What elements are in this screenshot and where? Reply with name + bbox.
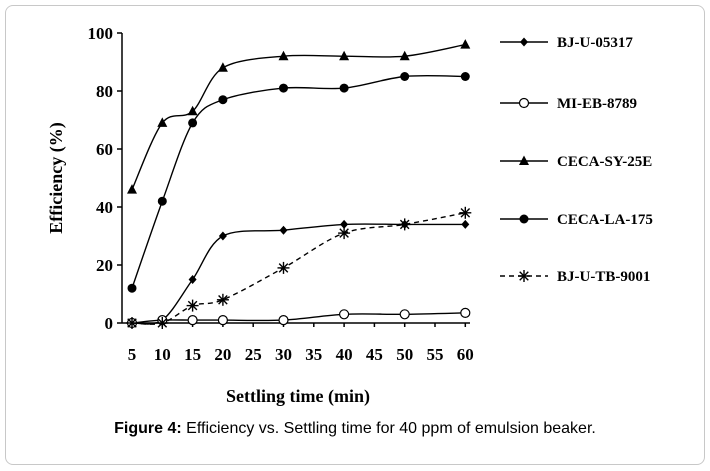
data-point <box>338 227 351 240</box>
legend-item-bj-u-05317: BJ-U-05317 <box>500 35 633 51</box>
series-ceca-la-175 <box>127 72 470 293</box>
legend-label: CECA-LA-175 <box>557 212 653 228</box>
x-tick-label: 55 <box>427 345 444 364</box>
legend-item-ceca-la-175: CECA-LA-175 <box>500 212 653 228</box>
data-point <box>519 155 529 165</box>
series-line <box>131 74 466 289</box>
legend-label: MI-EB-8789 <box>557 96 637 112</box>
series-ceca-sy-25e <box>127 39 471 194</box>
data-point <box>127 184 137 194</box>
data-point <box>340 219 349 229</box>
data-point <box>278 315 289 326</box>
data-point <box>187 315 198 326</box>
series-line <box>131 223 466 325</box>
y-tick-label: 80 <box>96 82 113 101</box>
data-point <box>518 97 530 109</box>
y-tick-label: 20 <box>96 256 113 275</box>
data-point <box>518 270 530 282</box>
data-point <box>400 72 410 81</box>
asterisk-stroke <box>519 271 529 281</box>
data-point <box>399 50 410 61</box>
legend-label: CECA-SY-25E <box>557 154 652 170</box>
asterisk-stroke <box>339 228 349 238</box>
series-line <box>131 43 466 190</box>
data-point <box>278 50 289 61</box>
figure-caption: Figure 4: Efficiency vs. Settling time f… <box>0 420 710 438</box>
data-point <box>339 83 349 93</box>
data-point <box>460 72 470 81</box>
data-point <box>186 299 199 312</box>
x-axis-title: Settling time (min) <box>226 386 370 407</box>
legend-item-mi-eb-8789: MI-EB-8789 <box>500 96 637 112</box>
asterisk-stroke <box>127 318 137 328</box>
y-axis-title: Efficiency (%) <box>46 122 67 233</box>
x-tick-label: 35 <box>305 345 322 364</box>
data-point <box>188 118 198 128</box>
data-point <box>218 95 228 105</box>
x-tick-label: 60 <box>457 345 474 364</box>
y-tick-label: 0 <box>105 314 114 333</box>
x-tick-label: 45 <box>366 345 383 364</box>
data-point <box>339 50 350 61</box>
series-bj-u-tb-9001 <box>126 206 472 329</box>
y-tick-label: 100 <box>88 24 114 43</box>
series-line <box>131 312 466 324</box>
data-point <box>279 225 288 235</box>
series-bj-u-05317 <box>128 219 470 328</box>
asterisk-stroke <box>278 263 289 273</box>
data-point <box>398 218 411 231</box>
series-line <box>131 212 466 325</box>
legend: BJ-U-05317 MI-EB-8789 CECA-SY-25E CECA-LA-1… <box>500 35 653 285</box>
data-point <box>217 62 228 72</box>
x-tick-label: 40 <box>336 345 353 364</box>
x-tick-label: 5 <box>128 345 137 364</box>
axes: 0 20 40 60 80 100 5 10 15 20 25 30 35 40 45 50 55 60 <box>88 24 474 364</box>
caption-text: Efficiency vs. Settling time for 40 ppm … <box>181 420 596 437</box>
data-point <box>519 214 529 224</box>
asterisk-stroke <box>187 300 198 311</box>
data-point <box>399 309 410 320</box>
data-point <box>216 293 229 306</box>
data-point <box>277 261 290 274</box>
data-point <box>460 307 471 318</box>
legend-label: BJ-U-05317 <box>557 35 633 51</box>
x-tick-label: 30 <box>275 345 292 364</box>
asterisk-stroke <box>218 295 228 305</box>
data-point <box>188 275 197 284</box>
data-point <box>157 117 168 127</box>
data-point <box>339 309 350 320</box>
asterisk-stroke <box>460 208 471 218</box>
data-point <box>157 196 167 206</box>
data-point <box>156 317 169 329</box>
data-point <box>127 283 137 293</box>
data-point <box>461 219 470 229</box>
y-tick-label: 60 <box>96 140 113 159</box>
x-tick-label: 50 <box>396 345 413 364</box>
asterisk-stroke <box>157 318 168 328</box>
legend-item-bj-u-tb-9001: BJ-U-TB-9001 <box>500 269 650 285</box>
series-mi-eb-8789 <box>126 307 471 329</box>
series-group <box>126 39 472 329</box>
data-point <box>520 37 528 47</box>
x-tick-label: 10 <box>154 345 171 364</box>
legend-item-ceca-sy-25e: CECA-SY-25E <box>500 154 652 170</box>
data-point <box>460 39 471 49</box>
data-point <box>126 317 138 329</box>
x-tick-label: 20 <box>214 345 231 364</box>
x-tick-label: 15 <box>184 345 201 364</box>
data-point <box>279 83 288 93</box>
caption-label: Figure 4: <box>114 420 182 437</box>
data-point <box>218 231 227 241</box>
y-tick-label: 40 <box>96 198 113 217</box>
x-tick-label: 25 <box>245 345 262 364</box>
data-point <box>217 315 228 326</box>
asterisk-stroke <box>399 219 410 230</box>
efficiency-line-chart: 0 20 40 60 80 100 5 10 15 20 25 30 35 40 45 50 55 60 BJ-U… <box>46 24 653 407</box>
legend-label: BJ-U-TB-9001 <box>557 269 650 285</box>
data-point <box>187 105 198 116</box>
data-point <box>459 206 472 219</box>
